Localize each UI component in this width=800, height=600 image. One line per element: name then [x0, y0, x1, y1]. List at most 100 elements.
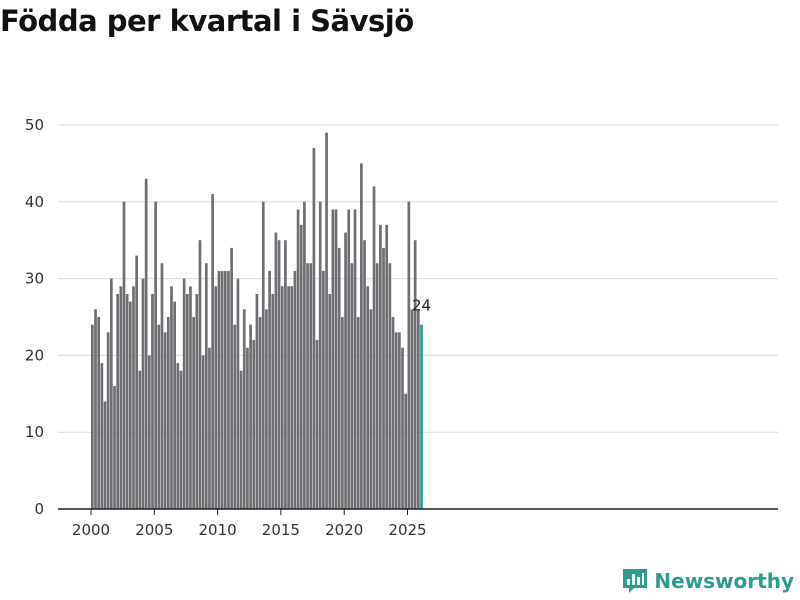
- brand-logo[interactable]: Newsworthy: [622, 568, 794, 594]
- bar-latest: [420, 324, 423, 509]
- bar: [217, 270, 221, 509]
- bar: [318, 201, 322, 510]
- bar: [306, 263, 309, 509]
- newsworthy-logo-icon: [623, 569, 648, 593]
- bar: [144, 178, 148, 509]
- bar: [261, 201, 265, 510]
- bar: [236, 278, 240, 509]
- bar: [233, 324, 237, 509]
- bar: [163, 332, 167, 509]
- bar: [337, 247, 341, 509]
- x-tick-label: 2005: [135, 521, 173, 539]
- bar: [274, 232, 278, 509]
- bar: [249, 324, 252, 509]
- bar: [138, 370, 142, 509]
- bar: [394, 332, 398, 509]
- bar: [223, 270, 227, 509]
- bar: [341, 317, 344, 509]
- bar: [204, 263, 208, 509]
- bar: [154, 201, 157, 510]
- bar: [290, 286, 294, 509]
- bar: [258, 317, 262, 509]
- bar: [277, 240, 281, 509]
- bar: [157, 324, 161, 509]
- bar: [268, 270, 271, 509]
- bar: [106, 332, 110, 509]
- bar: [322, 270, 325, 509]
- bar: [271, 293, 275, 509]
- bar: [211, 194, 214, 509]
- bar: [287, 286, 290, 509]
- bar: [385, 224, 389, 509]
- bar: [356, 317, 360, 509]
- bar: [353, 209, 357, 510]
- bar: [401, 347, 404, 509]
- bar: [125, 293, 129, 509]
- bar: [347, 209, 351, 510]
- bar: [388, 263, 392, 509]
- x-tick-label: 2010: [199, 521, 237, 539]
- bar: [315, 340, 319, 509]
- bar: [375, 263, 379, 509]
- bar: [132, 286, 135, 509]
- bar: [334, 209, 338, 510]
- bar: [331, 209, 335, 510]
- bar: [192, 317, 195, 509]
- bar: [299, 224, 303, 509]
- bar: [185, 293, 189, 509]
- bar: [230, 247, 233, 509]
- y-axis: 0 10 20 30 40 50: [25, 116, 44, 518]
- bar: [170, 286, 173, 509]
- bar: [280, 286, 284, 509]
- x-tick-label: 2020: [325, 521, 363, 539]
- y-tick-label: 0: [34, 500, 44, 518]
- bar: [325, 132, 328, 509]
- bar: [91, 324, 94, 509]
- bar: [113, 386, 116, 509]
- bar: [195, 293, 199, 509]
- bar: [214, 286, 218, 509]
- bar: [369, 309, 373, 509]
- bar: [239, 370, 243, 509]
- bar: [391, 317, 395, 509]
- bar: [379, 224, 382, 509]
- bar: [109, 278, 113, 509]
- bar: [119, 286, 123, 509]
- bar: [366, 286, 370, 509]
- bar: [404, 393, 408, 509]
- bar: [252, 340, 256, 509]
- bar: [176, 363, 180, 509]
- chart-title: Födda per kvartal i Sävsjö: [0, 4, 414, 38]
- x-tick-label: 2025: [388, 521, 426, 539]
- latest-value-label: 24: [412, 297, 431, 315]
- bar: [116, 293, 120, 509]
- bar: [100, 363, 104, 509]
- data-labels: 24: [412, 297, 431, 315]
- bar: [220, 270, 224, 509]
- bar: [296, 209, 300, 510]
- bar: [372, 186, 376, 509]
- y-tick-label: 30: [25, 270, 44, 288]
- bar: [284, 240, 287, 509]
- bar: [265, 309, 268, 509]
- bar: [135, 255, 139, 509]
- bar: [303, 201, 306, 510]
- y-tick-label: 10: [25, 423, 44, 441]
- bar: [122, 201, 126, 510]
- bar: [255, 293, 259, 509]
- bar: [344, 232, 347, 509]
- bar: [363, 240, 366, 509]
- bar: [147, 355, 151, 509]
- bar: [413, 240, 417, 509]
- bar: [350, 263, 354, 509]
- bar: [293, 270, 297, 509]
- y-tick-label: 40: [25, 193, 44, 211]
- bar: [189, 286, 192, 509]
- bar: [179, 370, 183, 509]
- bar: [227, 270, 230, 509]
- bar: [242, 309, 246, 509]
- brand-name: Newsworthy: [654, 569, 794, 593]
- bar: [410, 309, 414, 509]
- bar: [407, 201, 411, 510]
- bar: [173, 301, 176, 509]
